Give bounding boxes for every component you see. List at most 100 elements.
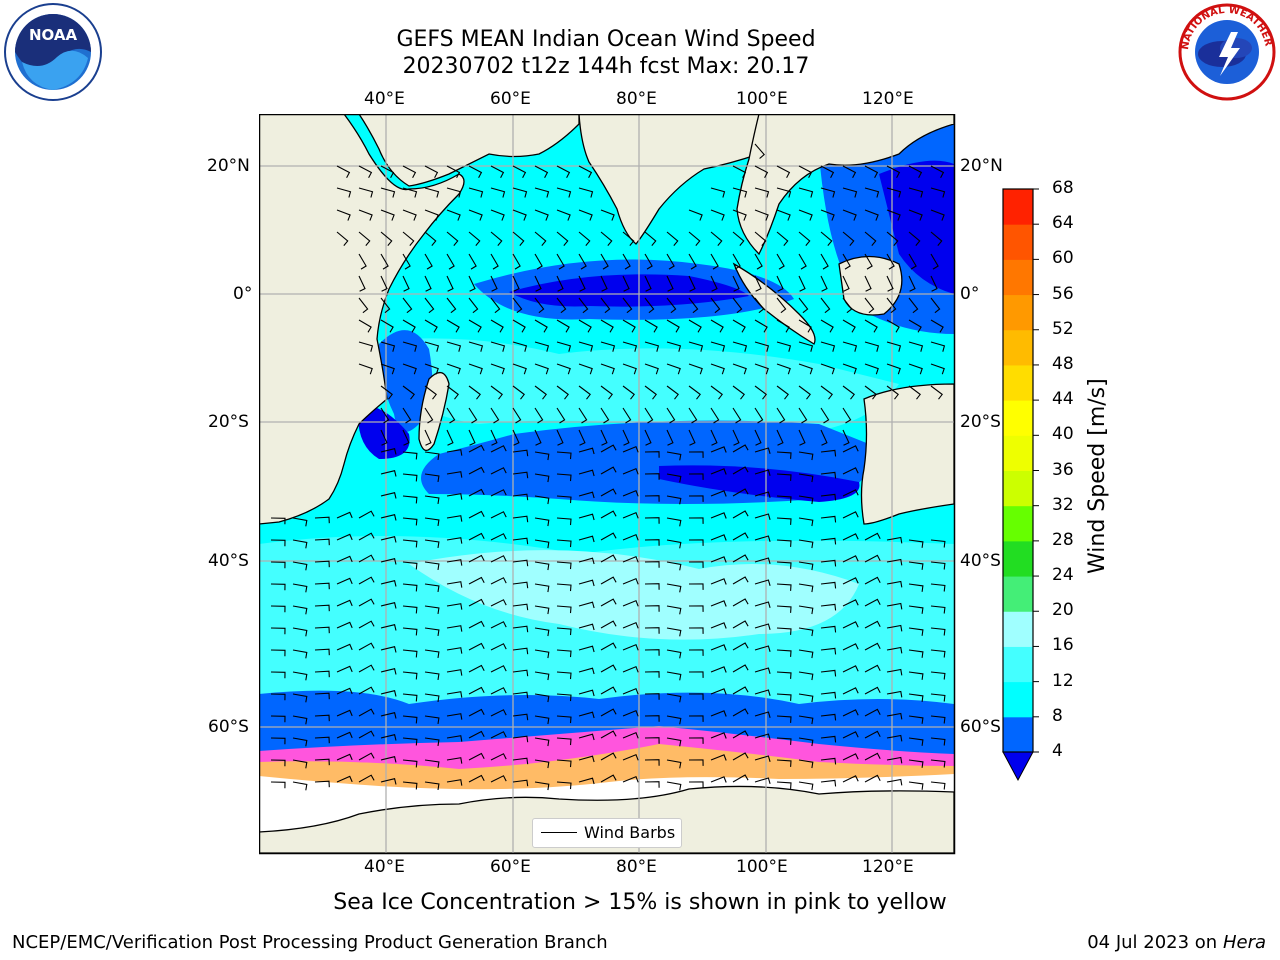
wind-barb — [424, 671, 440, 680]
wind-barb — [490, 467, 507, 475]
wind-barb — [424, 539, 440, 548]
wind-barb — [930, 297, 941, 314]
wind-barb — [644, 649, 660, 656]
lat-label-right: 20°N — [960, 156, 1003, 176]
wind-barb — [842, 599, 859, 607]
wind-barb — [468, 510, 485, 519]
wind-barb — [468, 209, 483, 221]
wind-barb — [446, 603, 463, 610]
wind-barb — [358, 165, 373, 179]
wind-barb — [380, 492, 397, 499]
wind-barb — [754, 711, 771, 718]
wind-barb — [842, 511, 859, 519]
wind-barb — [710, 688, 727, 695]
wind-barb — [930, 363, 945, 375]
wind-barb — [886, 165, 901, 179]
lon-label-top: 80°E — [616, 89, 657, 109]
wind-barb — [600, 385, 613, 400]
wind-barb — [600, 532, 617, 541]
wind-barb — [776, 319, 790, 333]
wind-barb — [512, 559, 529, 567]
wind-barb — [512, 471, 529, 479]
wind-barb — [820, 603, 837, 611]
wind-barb — [732, 576, 749, 585]
wind-barb — [424, 407, 434, 424]
india-land — [578, 114, 760, 245]
wind-barb — [446, 515, 463, 522]
wind-barb — [358, 686, 375, 695]
wind-barb — [732, 466, 749, 475]
map-frame — [259, 114, 956, 855]
colorbar-tick-label: 24 — [1052, 565, 1074, 586]
wind-barb — [842, 407, 852, 424]
wind-barb — [798, 495, 814, 505]
colorbar-segment — [1003, 400, 1033, 436]
wind-barb — [886, 297, 897, 314]
wind-barb — [468, 576, 485, 585]
wind-barb — [732, 532, 749, 541]
wind-barb — [534, 209, 549, 221]
wind-barb — [754, 363, 769, 375]
wind-barb — [424, 165, 439, 179]
lat-label-left: 40°S — [208, 551, 249, 571]
wind-barb — [776, 737, 792, 745]
wind-barb — [402, 627, 418, 636]
wind-barb — [270, 715, 286, 723]
wind-barb — [490, 621, 507, 629]
wind-barb — [380, 514, 397, 521]
wind-barb — [534, 539, 550, 549]
wind-barb — [512, 209, 527, 221]
wind-barb — [556, 781, 572, 790]
wind-barb — [622, 599, 639, 607]
wind-barb — [908, 737, 924, 746]
wind-barb — [512, 669, 529, 677]
wind-barb — [644, 429, 652, 446]
wind-barb — [930, 209, 945, 221]
wind-barb — [776, 605, 792, 613]
wind-barb — [754, 513, 771, 520]
wind-barb — [446, 187, 462, 198]
wind-barb — [512, 581, 529, 589]
wind-barb — [864, 752, 881, 761]
wind-barb — [556, 187, 572, 198]
wind-barb — [820, 515, 837, 523]
wind-barb — [490, 165, 505, 179]
wind-barb — [820, 735, 837, 743]
wind-barb — [710, 341, 726, 352]
wind-barb — [732, 510, 749, 519]
footer-date: 04 Jul 2023 on Hera — [1087, 932, 1266, 953]
wind-barb — [644, 253, 653, 270]
wind-barb — [512, 691, 529, 699]
wind-barb — [864, 664, 881, 673]
wind-barb — [710, 468, 727, 475]
wind-barb — [644, 231, 657, 246]
wind-barb — [930, 539, 946, 548]
colorbar-segment — [1003, 189, 1033, 225]
wind-barb — [886, 536, 903, 544]
wind-barb — [754, 297, 765, 314]
wind-band-mozambique-dark — [358, 404, 410, 459]
lon-label-bottom: 80°E — [616, 857, 657, 877]
wind-barb — [336, 753, 353, 761]
wind-barb — [666, 605, 682, 615]
colorbar-tick-label: 64 — [1052, 213, 1074, 234]
wind-barb — [886, 580, 903, 588]
wind-barb — [380, 536, 397, 543]
wind-barb — [820, 625, 837, 633]
wind-barb — [534, 649, 550, 659]
wind-barb — [512, 341, 528, 352]
wind-barb — [864, 341, 880, 352]
wind-barb — [424, 275, 432, 292]
wind-barb — [270, 781, 286, 789]
wind-barb — [424, 495, 440, 504]
wind-barb — [776, 539, 792, 547]
wind-barb — [622, 687, 639, 695]
wind-barb — [534, 297, 545, 314]
wind-barb — [886, 734, 903, 742]
wind-barb — [446, 385, 459, 400]
wind-barb — [732, 253, 741, 270]
wind-barb — [732, 664, 749, 673]
wind-barb — [314, 538, 330, 546]
wind-barb — [424, 253, 433, 270]
wind-barb — [314, 582, 330, 590]
